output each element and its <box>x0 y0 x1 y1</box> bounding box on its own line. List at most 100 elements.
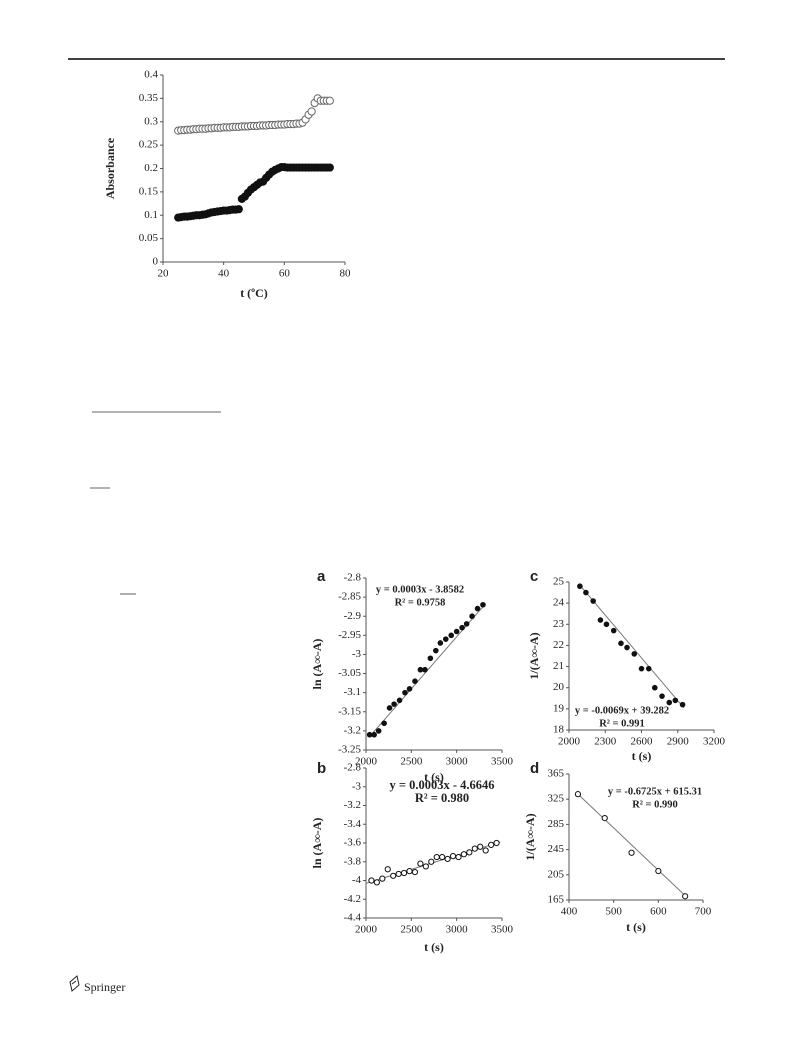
data-point <box>391 701 397 707</box>
x-tick-label: 2600 <box>631 736 654 748</box>
data-point <box>381 720 387 727</box>
y-tick-label: 0.05 <box>139 232 159 244</box>
data-point <box>601 815 608 822</box>
data-point <box>577 583 583 590</box>
data-point <box>234 205 243 214</box>
y-tick-label: 24 <box>553 597 565 609</box>
panel-label: d <box>530 760 539 777</box>
data-point <box>417 666 424 673</box>
data-point <box>386 705 393 711</box>
data-point <box>574 791 582 798</box>
fit-annotation: y = 0.0003x - 3.8582 <box>376 584 464 595</box>
data-point <box>682 893 689 900</box>
y-tick-label: 365 <box>548 768 565 780</box>
springer-logo <box>69 975 80 992</box>
data-point <box>427 655 434 662</box>
x-tick-label: 40 <box>218 268 230 280</box>
y-tick-label: 325 <box>548 793 565 805</box>
x-tick-label: 400 <box>561 906 578 918</box>
data-point <box>645 665 652 672</box>
data-point <box>488 841 495 848</box>
data-point <box>631 651 638 657</box>
y-tick-label: -3.2 <box>344 724 361 736</box>
data-point <box>417 860 424 867</box>
data-point <box>466 849 473 856</box>
data-point <box>373 879 380 886</box>
data-point <box>666 699 673 706</box>
data-point <box>325 163 334 172</box>
data-point <box>433 647 439 654</box>
trendline <box>577 793 686 896</box>
data-point <box>442 636 449 642</box>
data-point <box>655 867 662 875</box>
data-point <box>618 640 624 647</box>
data-point <box>439 853 446 861</box>
data-point <box>379 875 386 882</box>
x-tick-label: 2000 <box>355 924 378 936</box>
data-point <box>610 627 617 634</box>
trendline <box>579 584 685 709</box>
y-tick-label: 21 <box>553 660 564 672</box>
data-point <box>325 96 334 105</box>
y-axis-label: 1/(A∞-A) <box>523 813 537 860</box>
data-point <box>371 731 377 738</box>
data-point <box>402 689 408 696</box>
data-point <box>603 621 610 628</box>
x-tick-label: 3000 <box>446 756 469 768</box>
x-tick-label: 2500 <box>400 924 423 936</box>
y-tick-label: 22 <box>553 639 564 651</box>
y-tick-label: 0.25 <box>139 139 159 151</box>
x-tick-label: 2500 <box>400 756 423 768</box>
data-point <box>597 617 604 623</box>
data-point <box>628 849 635 856</box>
y-tick-label: 0.35 <box>139 92 159 104</box>
data-point <box>307 107 316 116</box>
x-tick-label: 3000 <box>446 924 469 936</box>
x-axis-label: t (s) <box>424 770 444 784</box>
data-point <box>433 853 440 861</box>
panel-label: a <box>317 568 326 585</box>
y-tick-label: 0.2 <box>144 162 158 174</box>
x-tick-label: 80 <box>340 268 352 280</box>
x-axis-label: t (ºC) <box>240 286 268 300</box>
fit-annotation: R² = 0.9758 <box>395 597 446 608</box>
data-point <box>368 877 375 884</box>
x-tick-label: 2300 <box>594 736 617 748</box>
x-tick-label: 3500 <box>491 924 514 936</box>
y-axis-label: Absorbance <box>103 137 117 199</box>
y-tick-label: -3 <box>352 780 362 792</box>
y-tick-label: -3.1 <box>344 686 361 698</box>
x-tick-label: 60 <box>279 268 291 280</box>
y-tick-label: -4.2 <box>344 893 361 905</box>
data-point <box>624 644 630 651</box>
data-point <box>422 666 428 673</box>
data-point <box>638 665 645 672</box>
data-point <box>390 872 397 879</box>
data-point <box>474 605 481 612</box>
y-tick-label: 285 <box>548 818 565 830</box>
y-tick-label: -2.9 <box>344 610 362 622</box>
x-axis-label: t (s) <box>424 940 444 954</box>
data-point <box>444 855 451 863</box>
data-point <box>422 863 429 870</box>
y-tick-label: 19 <box>553 702 565 714</box>
fit-annotation: R² = 0.991 <box>599 718 645 729</box>
data-point <box>437 640 444 646</box>
y-tick-label: 205 <box>548 868 565 880</box>
data-point <box>428 858 435 865</box>
data-point <box>651 684 658 691</box>
data-point <box>411 868 419 876</box>
y-tick-label: -2.95 <box>338 629 361 641</box>
data-point <box>395 870 402 878</box>
y-axis-label: ln (A∞-A) <box>310 818 324 869</box>
panel-label: c <box>530 568 538 585</box>
fit-annotation: R² = 0.990 <box>632 799 678 810</box>
y-tick-label: 23 <box>553 618 565 630</box>
x-tick-label: 600 <box>650 906 667 918</box>
data-point <box>659 693 665 699</box>
footer: Springer <box>84 980 125 994</box>
data-point <box>455 853 462 861</box>
y-tick-label: -3.15 <box>338 705 361 717</box>
data-point <box>448 632 455 639</box>
